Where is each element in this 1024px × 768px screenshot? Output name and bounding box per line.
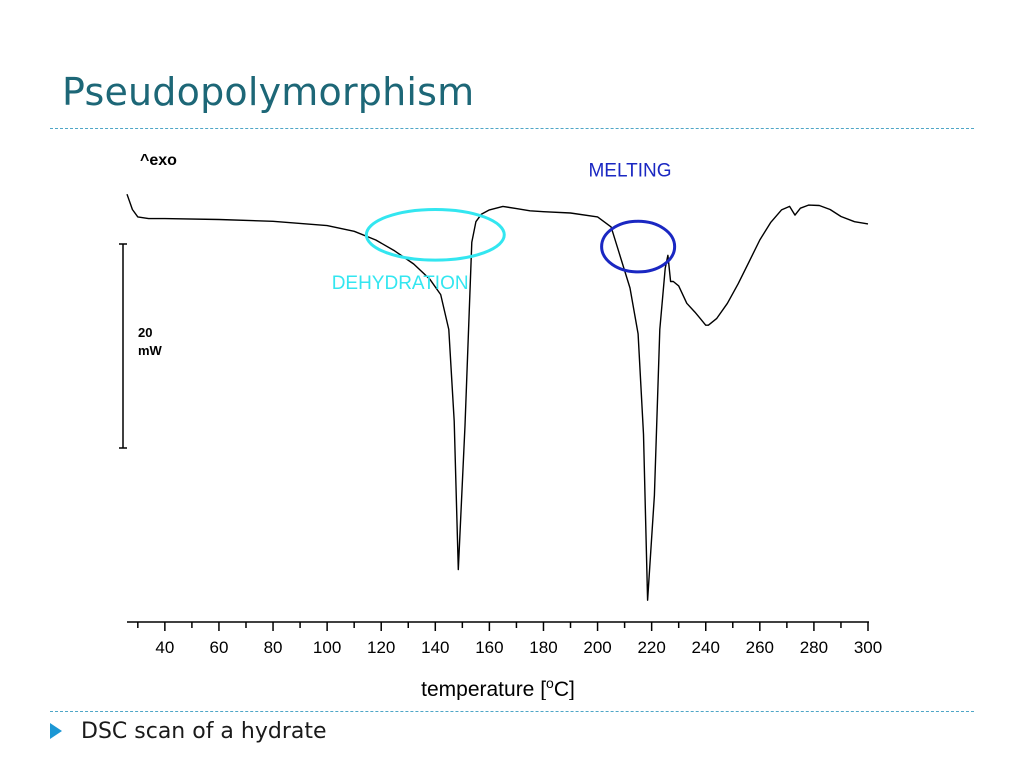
dehydration-marker <box>364 207 506 262</box>
footer-divider <box>50 711 974 712</box>
x-tick-label: 160 <box>475 638 503 657</box>
scale-bar: 20 mW <box>119 243 163 449</box>
x-tick-label: 220 <box>637 638 665 657</box>
x-tick-label: 100 <box>313 638 341 657</box>
x-tick-label: 260 <box>746 638 774 657</box>
x-axis-ticks: 40 60 80 100 120 140 160 180 200 220 240 260 280 300 <box>137 622 882 657</box>
dehydration-label: DEHYDRATION <box>332 273 469 294</box>
slide-title: Pseudopolymorphism <box>62 70 475 114</box>
x-axis-label: temperature [oC] <box>421 675 575 700</box>
x-tick-label: 120 <box>367 638 395 657</box>
dsc-chart: 40 60 80 100 120 140 160 180 200 220 240 260 280 300 … <box>119 152 882 700</box>
x-tick-label: 80 <box>264 638 283 657</box>
scale-bar-value: 20 <box>138 325 152 340</box>
x-tick-label: 280 <box>800 638 828 657</box>
x-tick-label: 240 <box>692 638 720 657</box>
bullet-text: DSC scan of a hydrate <box>81 718 327 744</box>
melting-marker <box>600 219 677 274</box>
melting-label: MELTING <box>588 161 671 182</box>
annotations: DEHYDRATION MELTING <box>332 161 677 294</box>
series-layer <box>126 193 869 601</box>
x-tick-label: 200 <box>583 638 611 657</box>
x-tick-label: 40 <box>155 638 174 657</box>
title-divider <box>50 128 974 129</box>
dsc-curve <box>126 193 869 601</box>
exo-label: ^exo <box>140 152 177 169</box>
bullet-arrow-icon <box>50 723 62 739</box>
x-tick-label: 300 <box>854 638 882 657</box>
bullet-item: DSC scan of a hydrate <box>50 716 327 746</box>
scale-bar-unit: mW <box>138 343 163 358</box>
x-tick-label: 180 <box>529 638 557 657</box>
x-tick-label: 140 <box>421 638 449 657</box>
x-tick-label: 60 <box>209 638 228 657</box>
